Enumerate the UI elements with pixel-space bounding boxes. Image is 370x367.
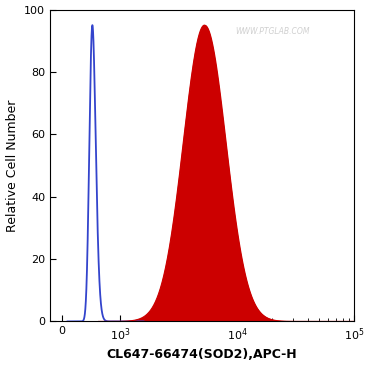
Y-axis label: Relative Cell Number: Relative Cell Number — [6, 99, 18, 232]
Text: WWW.PTGLAB.COM: WWW.PTGLAB.COM — [235, 27, 309, 36]
X-axis label: CL647-66474(SOD2),APC-H: CL647-66474(SOD2),APC-H — [107, 348, 297, 361]
